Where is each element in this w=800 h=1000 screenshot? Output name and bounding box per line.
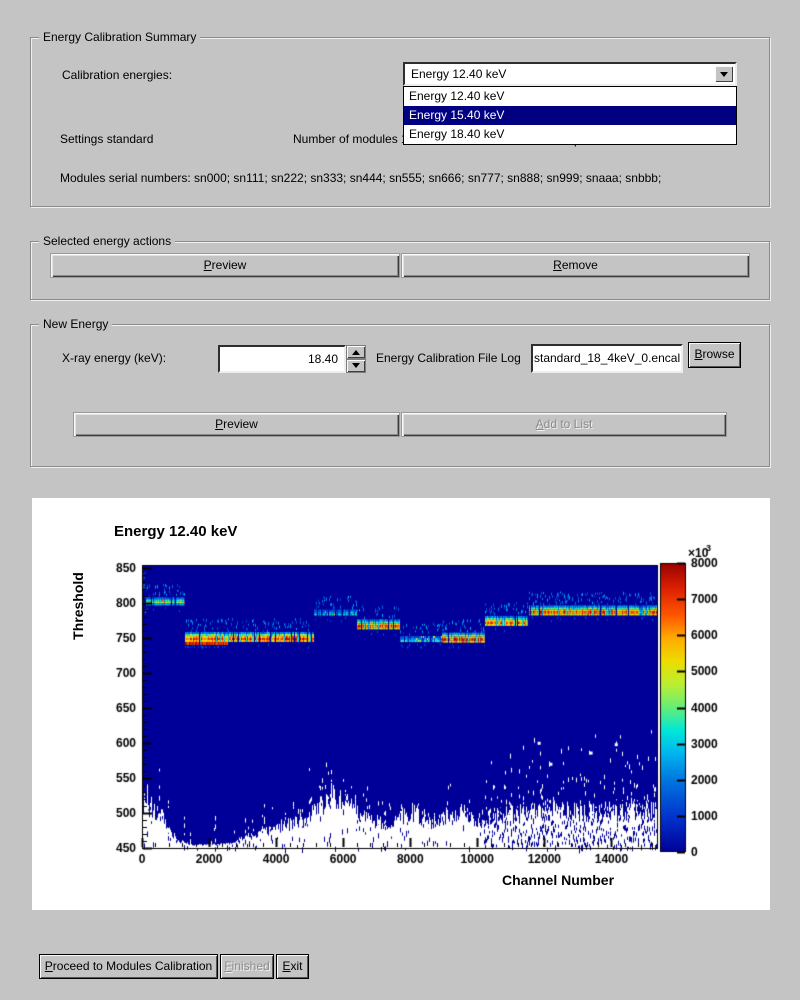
calibration-energies-label: Calibration energies: [62, 68, 173, 82]
settings-standard-label: Settings standard [60, 132, 154, 146]
finished-button-label: Finished [224, 959, 270, 973]
xray-energy-spinbox[interactable]: 18.40 [218, 345, 346, 373]
finished-button[interactable]: Finished [220, 954, 274, 979]
selected-energy-actions-title: Selected energy actions [39, 234, 176, 248]
calibration-energy-combobox[interactable]: Energy 12.40 keV [403, 62, 737, 86]
new-energy-group-title: New Energy [39, 317, 113, 331]
histogram-pad [32, 498, 770, 910]
new-energy-groupbox: New Energy [30, 317, 770, 467]
dropdown-item-energy-15-40[interactable]: Energy 15.40 keV [404, 106, 736, 125]
dropdown-item-energy-12-40[interactable]: Energy 12.40 keV [409, 89, 505, 103]
exit-button[interactable]: Exit [276, 954, 309, 979]
spin-up-button[interactable] [346, 345, 366, 359]
preview-selected-button[interactable]: Preview [50, 253, 400, 278]
plot-y-axis-label: Threshold [70, 572, 86, 640]
plot-x-axis-label: Channel Number [502, 872, 615, 888]
spin-up-icon [352, 350, 360, 355]
browse-button-label: Browse [694, 347, 735, 361]
module-serial-numbers-label: Modules serial numbers: sn000; sn111; sn… [60, 171, 662, 185]
spin-down-button[interactable] [346, 359, 366, 373]
preview-selected-button-label: Preview [203, 258, 247, 272]
dropdown-item-energy-18-40[interactable]: Energy 18.40 keV [409, 127, 505, 141]
plot-title: Energy 12.40 keV [114, 523, 238, 540]
summary-groupbox: Energy Calibration Summary [30, 30, 770, 207]
file-log-input[interactable]: standard_18_4keV_0.encal [531, 344, 683, 373]
browse-button[interactable]: Browse [688, 342, 741, 368]
combobox-arrow-button[interactable] [715, 66, 733, 82]
file-log-label: Energy Calibration File Log [376, 351, 521, 365]
energy-dropdown-list: Energy 12.40 keV Energy 15.40 keV Energy… [403, 86, 737, 145]
number-of-modules-label: Number of modules 12 [293, 132, 415, 146]
proceed-button-label: Proceed to Modules Calibration [44, 959, 213, 973]
remove-button-label: Remove [553, 258, 598, 272]
summary-group-title: Energy Calibration Summary [39, 30, 201, 44]
remove-button[interactable]: Remove [401, 253, 750, 278]
preview-new-energy-button[interactable]: Preview [73, 412, 400, 437]
selected-energy-actions-groupbox: Selected energy actions [30, 234, 770, 300]
proceed-to-modules-calibration-button[interactable]: Proceed to Modules Calibration [39, 954, 218, 979]
add-to-list-button[interactable]: Add to List [401, 412, 727, 437]
preview-new-energy-button-label: Preview [215, 417, 258, 431]
dropdown-arrow-icon [720, 72, 728, 77]
xray-energy-label: X-ray energy (keV): [62, 351, 167, 365]
file-log-value: standard_18_4keV_0.encal [534, 351, 681, 365]
spin-down-icon [352, 363, 360, 368]
add-to-list-button-label: Add to List [535, 417, 593, 431]
xray-energy-value: 18.40 [307, 352, 338, 366]
threshold-vs-channel-heatmap [32, 498, 770, 910]
combobox-selected-value: Energy 12.40 keV [411, 67, 507, 81]
exit-button-label: Exit [282, 959, 303, 973]
